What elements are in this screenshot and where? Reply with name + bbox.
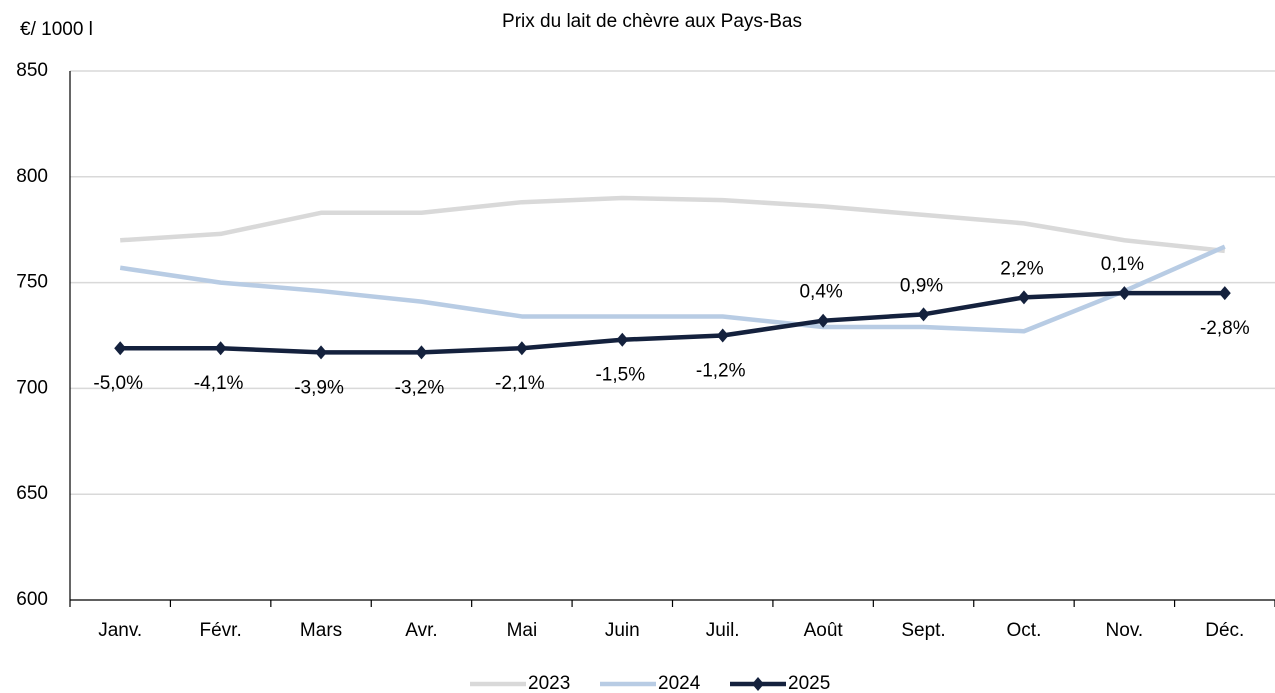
series-line bbox=[120, 195, 1226, 254]
y-axis-label: €/ 1000 l bbox=[20, 19, 93, 40]
point-marker bbox=[1218, 286, 1231, 301]
legend-label: 2025 bbox=[788, 673, 830, 693]
series-line bbox=[120, 290, 1225, 355]
data-label: -2,1% bbox=[495, 373, 545, 394]
x-tick-label: Déc. bbox=[1205, 620, 1244, 641]
x-tick-label: Oct. bbox=[1007, 620, 1042, 641]
x-tick-label: Sept. bbox=[901, 620, 945, 641]
point-marker bbox=[616, 332, 629, 347]
data-label: -1,5% bbox=[595, 365, 645, 386]
y-tick-label: 600 bbox=[16, 589, 48, 610]
data-label: -1,2% bbox=[696, 361, 746, 382]
data-label: -4,1% bbox=[194, 373, 244, 394]
x-tick-label: Juin bbox=[605, 620, 640, 641]
point-marker bbox=[917, 307, 930, 322]
point-marker bbox=[1118, 286, 1131, 301]
point-marker bbox=[515, 341, 528, 356]
x-tick-label: Févr. bbox=[200, 620, 242, 641]
legend-label: 2023 bbox=[528, 673, 570, 693]
data-label: 2,2% bbox=[1000, 258, 1043, 279]
y-tick-label: 750 bbox=[16, 272, 48, 293]
data-label: 0,9% bbox=[900, 275, 943, 296]
data-label: -3,2% bbox=[395, 377, 445, 398]
point-marker bbox=[716, 328, 729, 343]
point-marker bbox=[1017, 290, 1030, 305]
data-label: -3,9% bbox=[294, 377, 344, 398]
data-label: 0,4% bbox=[799, 282, 842, 303]
x-tick-label: Avr. bbox=[405, 620, 437, 641]
point-marker bbox=[817, 313, 830, 328]
y-tick-label: 800 bbox=[16, 166, 48, 187]
x-tick-label: Janv. bbox=[98, 620, 142, 641]
legend-label: 2024 bbox=[658, 673, 701, 693]
data-label: 0,1% bbox=[1101, 254, 1144, 275]
point-marker bbox=[214, 341, 227, 356]
y-tick-label: 650 bbox=[16, 483, 48, 504]
data-label: -5,0% bbox=[93, 373, 143, 394]
chart-title: Prix du lait de chèvre aux Pays-Bas bbox=[502, 11, 802, 32]
series-line bbox=[119, 244, 1226, 334]
x-tick-label: Mars bbox=[300, 620, 342, 641]
point-marker bbox=[415, 345, 428, 360]
point-marker bbox=[315, 345, 328, 360]
y-tick-label: 700 bbox=[16, 377, 48, 398]
point-marker bbox=[114, 341, 127, 356]
y-tick-label: 850 bbox=[16, 60, 48, 81]
data-label: -2,8% bbox=[1200, 318, 1250, 339]
x-tick-label: Août bbox=[804, 620, 844, 641]
x-tick-label: Mai bbox=[507, 620, 538, 641]
x-tick-label: Nov. bbox=[1106, 620, 1144, 641]
legend-marker bbox=[752, 677, 764, 691]
x-tick-label: Juil. bbox=[706, 620, 740, 641]
